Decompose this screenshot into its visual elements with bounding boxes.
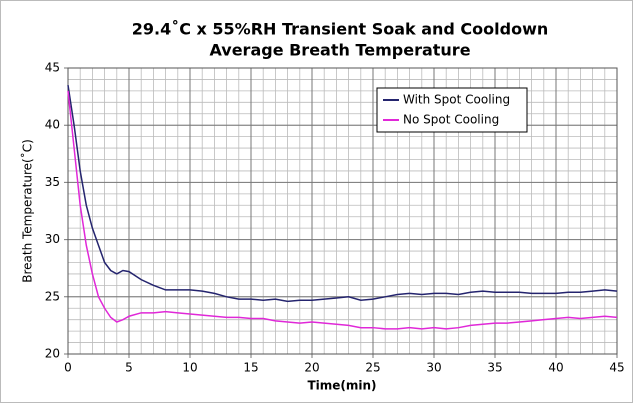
x-tick-label: 40 <box>548 361 563 375</box>
y-tick-label: 30 <box>45 232 60 246</box>
y-tick-label: 20 <box>45 347 60 361</box>
series-line <box>67 90 618 330</box>
y-tick-label: 35 <box>45 175 60 189</box>
y-tick-label: 25 <box>45 289 60 303</box>
series-line <box>67 85 618 303</box>
y-tick-label: 40 <box>45 118 60 132</box>
chart-title: 29.4˚C x 55%RH Transient Soak and Cooldo… <box>132 20 549 39</box>
x-tick-label: 25 <box>365 361 380 375</box>
x-tick-label: 15 <box>243 361 258 375</box>
plot-border <box>67 67 618 355</box>
x-tick-label: 20 <box>304 361 319 375</box>
y-axis-label: Breath Temperature(˚C) <box>20 139 35 283</box>
chart-subtitle: Average Breath Temperature <box>209 41 470 60</box>
x-tick-label: 45 <box>609 361 624 375</box>
x-tick-label: 10 <box>182 361 197 375</box>
y-tick-label: 45 <box>45 61 60 75</box>
x-tick-label: 35 <box>487 361 502 375</box>
x-axis-label: Time(min) <box>307 379 376 393</box>
legend-box <box>376 87 528 133</box>
x-tick-label: 30 <box>426 361 441 375</box>
legend-label: With Spot Cooling <box>403 93 510 107</box>
x-tick-label: 0 <box>64 361 72 375</box>
x-tick-label: 5 <box>125 361 133 375</box>
legend-label: No Spot Cooling <box>403 113 499 127</box>
